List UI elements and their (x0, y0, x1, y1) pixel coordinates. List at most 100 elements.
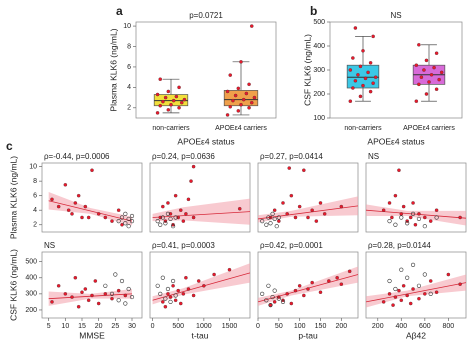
data-point (373, 75, 378, 79)
y-tick-label: 4 (33, 207, 37, 214)
data-point (397, 168, 401, 173)
data-point (116, 288, 121, 293)
data-point (390, 215, 394, 220)
data-point (110, 296, 114, 301)
data-point (434, 51, 439, 55)
data-point (458, 215, 462, 220)
data-point (169, 102, 173, 107)
x-tick-label: APOEε4 carriers (403, 125, 455, 132)
data-point (239, 60, 243, 64)
data-point (371, 81, 375, 85)
regression-line (152, 211, 251, 218)
data-point (434, 290, 439, 294)
data-point (129, 219, 135, 224)
data-point (233, 93, 238, 98)
data-point (103, 215, 108, 220)
data-point (285, 212, 289, 216)
data-point (123, 211, 128, 216)
data-point (129, 294, 135, 300)
data-point (113, 272, 118, 277)
data-point (351, 56, 355, 60)
data-point (423, 215, 427, 220)
data-point (120, 222, 124, 227)
annotation: ρ=0.27, p=0.0414 (260, 152, 323, 161)
data-point (381, 300, 386, 304)
panel-label: c (6, 139, 13, 153)
data-point (368, 89, 373, 94)
data-point (184, 276, 188, 280)
x-tick-label: 25 (111, 323, 119, 330)
data-point (289, 301, 294, 306)
y-tick-label: 2 (127, 105, 131, 112)
data-point (434, 215, 439, 220)
data-point (348, 99, 353, 103)
data-point (70, 295, 74, 299)
data-point (371, 34, 375, 39)
data-point (387, 278, 392, 284)
regression-line (48, 293, 133, 300)
data-point (358, 94, 363, 99)
data-point (266, 283, 271, 288)
data-point (413, 222, 418, 227)
x-tick-label: 600 (419, 323, 431, 330)
data-point (158, 77, 162, 81)
data-point (270, 294, 275, 300)
data-point (277, 219, 281, 223)
data-point (429, 73, 434, 77)
data-point (168, 295, 173, 299)
data-point (289, 193, 294, 198)
data-point (264, 222, 269, 227)
data-point (116, 219, 121, 224)
data-point (163, 95, 168, 100)
annotation: ρ=-0.44, p=0.0006 (44, 152, 110, 161)
data-point (116, 208, 121, 212)
data-point (428, 291, 433, 296)
data-point (293, 215, 298, 220)
data-point (241, 97, 246, 102)
data-point (163, 221, 168, 226)
data-point (225, 89, 230, 94)
data-point (83, 287, 88, 291)
x-tick-label: APOEε4 carriers (215, 125, 267, 132)
x-tick-label: 30 (128, 323, 136, 330)
data-point (434, 208, 439, 212)
data-point (56, 284, 61, 288)
x-axis-label: MMSE (79, 330, 105, 340)
data-point (158, 222, 163, 227)
data-point (387, 201, 392, 205)
y-tick-label: 500 (313, 19, 325, 26)
data-point (227, 267, 232, 272)
data-point (405, 293, 409, 298)
x-tick-label: 800 (443, 323, 455, 330)
y-tick-label: 400 (25, 275, 37, 282)
data-point (86, 298, 91, 303)
data-point (123, 301, 128, 306)
data-point (361, 49, 365, 53)
annotation: ρ=0.28, p=0.0144 (368, 241, 431, 250)
data-point (170, 224, 176, 229)
data-point (155, 283, 160, 288)
data-point (158, 291, 163, 296)
annotation: ρ=0.42, p=0.0001 (260, 241, 323, 250)
annotation: p=0.0721 (189, 11, 223, 20)
x-tick-label: 150 (315, 323, 327, 330)
data-point (399, 267, 404, 272)
plot-frame (149, 162, 251, 233)
data-point (83, 204, 88, 209)
data-point (322, 212, 327, 216)
data-point (424, 92, 429, 96)
x-tick-label: non-carriers (344, 125, 382, 132)
data-point (393, 193, 398, 198)
data-point (268, 303, 273, 308)
data-point (410, 211, 416, 216)
data-point (424, 58, 429, 63)
data-point (297, 204, 302, 209)
data-point (432, 65, 436, 70)
y-tick-label: 8 (33, 178, 37, 185)
x-tick-label: 20 (95, 323, 103, 330)
y-tick-label: 10 (123, 23, 131, 30)
data-point (422, 224, 427, 229)
data-point (439, 70, 444, 75)
data-point (401, 204, 406, 209)
